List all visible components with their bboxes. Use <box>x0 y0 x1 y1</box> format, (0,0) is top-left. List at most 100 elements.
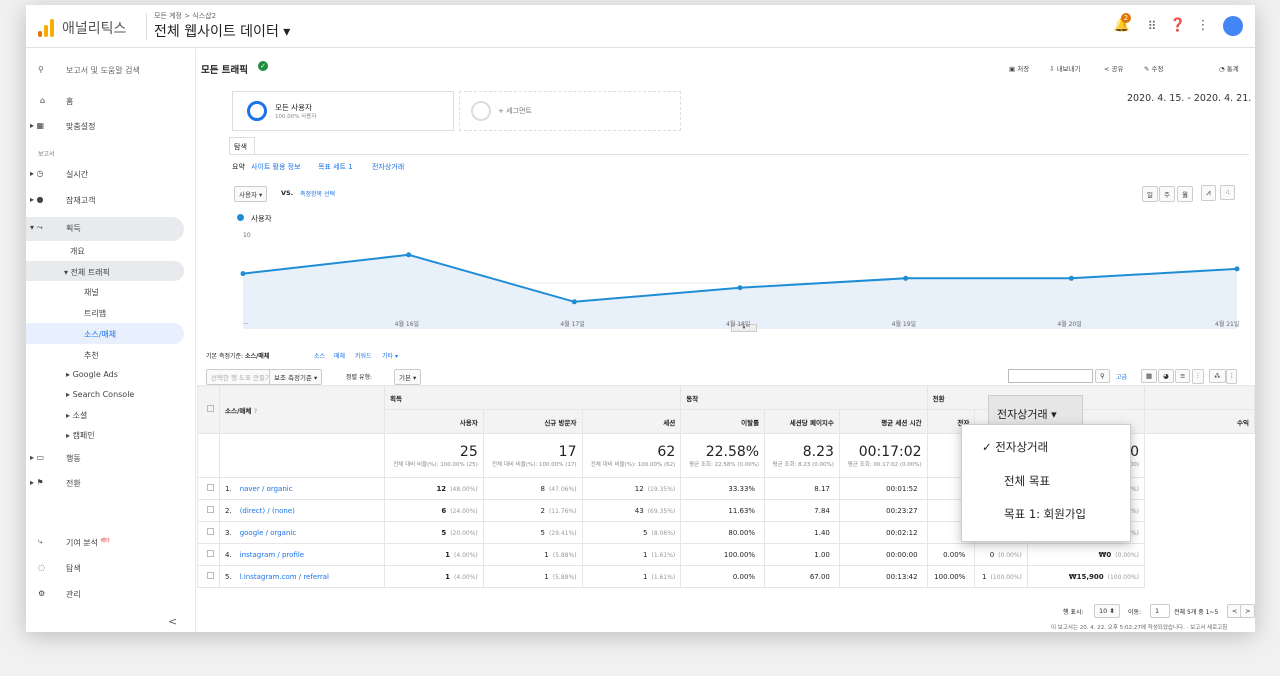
next-page-button[interactable]: > <box>1240 604 1255 618</box>
comparison-view-icon[interactable]: ⫶ <box>1192 369 1204 384</box>
select-metric-link[interactable]: 측정항목 선택 <box>300 191 336 198</box>
tab-divider <box>229 154 1249 155</box>
column-header[interactable]: 수익 <box>1144 409 1255 434</box>
sidebar-item-realtime[interactable]: 실시간 <box>66 170 89 179</box>
chart-collapse-handle[interactable]: ▾ <box>731 324 757 332</box>
table-view-icon[interactable]: ▦ <box>1141 369 1158 383</box>
row-checkbox[interactable] <box>207 506 214 513</box>
dimension-other-link[interactable]: 기타 ▾ <box>382 353 398 360</box>
sidebar-item-source-medium[interactable] <box>26 323 184 344</box>
conversion-group-select[interactable]: 전자상거래 ▾ <box>988 395 1083 428</box>
column-header[interactable]: 평균 세션 시간 <box>838 409 928 434</box>
sidebar-item-audience[interactable]: 잠재고객 <box>66 196 96 205</box>
breadcrumb[interactable]: 모든 계정 > 식스샵2 <box>154 12 217 20</box>
sidebar-item-admin[interactable]: 관리 <box>66 590 81 599</box>
row-dimension-link[interactable]: naver / organic <box>239 484 293 493</box>
dimension-source-link[interactable]: 소스 <box>314 353 326 360</box>
column-header[interactable]: 세션당 페이지수 <box>764 409 840 434</box>
subtab-ecommerce[interactable]: 전자상거래 <box>372 163 405 171</box>
row-checkbox[interactable] <box>207 572 214 579</box>
plot-rows-button[interactable]: 선택한 행 도표 만들기 <box>206 369 277 385</box>
data-point <box>406 252 412 258</box>
sidebar-item-attribution[interactable]: 기여 분석 베타 <box>66 537 110 549</box>
more-vert-icon[interactable]: ⋮ <box>1196 18 1210 33</box>
scatter-chart-icon[interactable]: ⁖ <box>1220 185 1235 200</box>
dimension-header[interactable]: 소스/매체 ? <box>219 385 385 434</box>
subtab-summary[interactable]: 요약 <box>232 163 245 171</box>
search-icon[interactable]: ⚲ <box>1095 369 1110 383</box>
dropdown-item-goal-1[interactable]: 목표 1: 회원가입 <box>1004 507 1086 521</box>
sidebar-item-referrals[interactable]: 추천 <box>84 351 99 360</box>
term-cloud-icon[interactable]: ⁂ <box>1209 369 1226 383</box>
row-metric-cell: 1 (4.00%) <box>384 543 484 566</box>
segment-all-users[interactable]: 모든 사용자 100.00% 사용자 <box>232 91 454 131</box>
avatar[interactable] <box>1223 16 1243 36</box>
help-icon[interactable]: ❓ <box>1169 18 1187 33</box>
row-checkbox[interactable] <box>207 528 214 535</box>
sidebar-item-treemaps[interactable]: 트리맵 <box>84 309 107 318</box>
table-row[interactable]: 4. instagram / profile 1 (4.00%) 1 (5.88%) 1 (1… <box>197 543 1255 566</box>
collapse-sidebar-button[interactable]: < <box>168 615 178 628</box>
sidebar-item-behavior[interactable]: 행동 <box>66 454 81 463</box>
line-chart-icon[interactable]: ⩘ <box>1201 185 1216 201</box>
prev-page-button[interactable]: < <box>1227 604 1243 618</box>
sidebar-item-discover[interactable]: 탐색 <box>66 564 81 573</box>
secondary-dimension-button[interactable]: 보조 측정기준 ▾ <box>269 369 323 385</box>
save-button[interactable]: ▣ 저장 <box>1009 65 1030 73</box>
row-dimension-link[interactable]: l.instagram.com / referral <box>239 572 330 581</box>
insights-button[interactable]: ◔ 통계 <box>1219 65 1239 73</box>
sidebar-item-overview[interactable]: 개요 <box>70 247 85 256</box>
interval-day-button[interactable]: 일 <box>1142 186 1158 202</box>
interval-month-button[interactable]: 월 <box>1177 186 1193 202</box>
subtab-site-usage[interactable]: 사이트 활용 정보 <box>251 163 301 171</box>
advanced-filter-link[interactable]: 고급 <box>1116 374 1128 381</box>
row-dimension-link[interactable]: instagram / profile <box>239 550 305 559</box>
sidebar-item-acquisition[interactable] <box>26 217 184 241</box>
subtab-goal-set[interactable]: 목표 세트 1 <box>318 163 353 171</box>
edit-button[interactable]: ✎ 수정 <box>1144 65 1164 73</box>
pie-view-icon[interactable]: ◕ <box>1158 369 1174 383</box>
export-button[interactable]: ⇩ 내보내기 <box>1049 65 1081 73</box>
date-range-picker[interactable]: 2020. 4. 15. - 2020. 4. 21. ▾ <box>1127 93 1255 104</box>
row-dimension-link[interactable]: google / organic <box>239 528 297 537</box>
row-dimension-link[interactable]: (direct) / (none) <box>239 506 295 515</box>
dropdown-item-ecommerce[interactable]: ✓ 전자상거래 <box>982 440 1049 454</box>
search-icon[interactable]: ⚲ <box>38 65 44 74</box>
report-search-input[interactable]: 보고서 및 도움말 검색 <box>66 66 140 75</box>
row-checkbox[interactable] <box>207 550 214 557</box>
select-all-checkbox[interactable] <box>207 405 214 412</box>
column-header[interactable]: 사용자 <box>384 409 484 434</box>
table-search-input[interactable] <box>1008 369 1093 383</box>
property-selector[interactable]: 전체 웹사이트 데이터 ▾ <box>154 24 291 40</box>
dimension-keyword-link[interactable]: 키워드 <box>355 353 372 360</box>
sidebar-item-all-traffic[interactable] <box>26 261 184 281</box>
column-header[interactable]: 이탈률 <box>680 409 766 434</box>
page-title: 모든 트래픽 <box>201 65 249 76</box>
column-header[interactable]: 신규 방문자 <box>482 409 583 434</box>
sidebar-item-home[interactable]: 홈 <box>66 97 74 106</box>
row-checkbox[interactable] <box>207 484 214 491</box>
sort-type-select[interactable]: 기본 ▾ <box>394 369 422 385</box>
add-segment-button[interactable]: + 세그먼트 <box>459 91 681 131</box>
sidebar-item-search-console[interactable]: ▸ Search Console <box>66 390 135 399</box>
sidebar-item-google-ads[interactable]: ▸ Google Ads <box>66 370 118 379</box>
sidebar-item-conversions[interactable]: 전환 <box>66 479 81 488</box>
row-metric-cell: 80.00% <box>680 521 766 544</box>
sidebar-item-social[interactable]: ▸ 소셜 <box>66 411 88 420</box>
tab-explorer[interactable]: 탐색 <box>229 137 255 154</box>
dropdown-item-all-goals[interactable]: 전체 목표 <box>1004 474 1050 488</box>
apps-grid-icon[interactable]: ⠿ <box>1147 19 1157 33</box>
sidebar-item-campaigns[interactable]: ▸ 캠페인 <box>66 431 95 440</box>
share-button[interactable]: < 공유 <box>1104 65 1124 73</box>
rows-per-page-select[interactable]: 10 ⬍ <box>1094 604 1120 618</box>
column-header[interactable]: 세션 <box>581 409 682 434</box>
sidebar-item-custom[interactable]: 맞춤설정 <box>66 122 96 131</box>
goto-input[interactable]: 1 <box>1150 604 1170 618</box>
interval-week-button[interactable]: 주 <box>1159 186 1175 202</box>
pivot-view-icon[interactable]: ⦙ <box>1226 369 1238 384</box>
performance-view-icon[interactable]: ≡ <box>1175 369 1191 383</box>
sidebar-item-channels[interactable]: 채널 <box>84 288 99 297</box>
metric-selector[interactable]: 사용자 ▾ <box>234 186 268 202</box>
table-row[interactable]: 5. l.instagram.com / referral 1 (4.00%) 1 (5.… <box>197 565 1255 588</box>
dimension-medium-link[interactable]: 매체 <box>334 353 346 360</box>
